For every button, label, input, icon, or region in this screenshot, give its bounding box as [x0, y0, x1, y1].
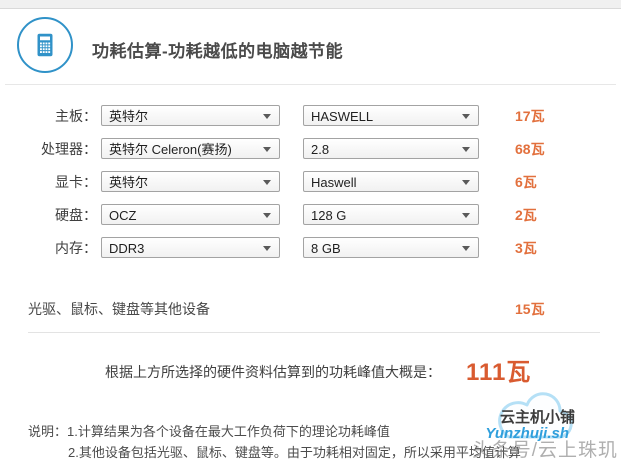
ram-capacity-select[interactable]: 8 GB [303, 237, 479, 258]
motherboard-watts: 17瓦 [515, 107, 545, 124]
dropdown-arrow-icon [462, 213, 470, 218]
gpu-label: 显卡： [55, 173, 97, 190]
dropdown-arrow-icon [462, 180, 470, 185]
ram-watts: 3瓦 [515, 239, 537, 256]
total-watts-value: 111瓦 [466, 359, 532, 386]
gpu-model-select[interactable]: Haswell [303, 171, 479, 192]
result-label: 根据上方所选择的硬件资料估算到的功耗峰值大概是： [105, 364, 441, 380]
motherboard-brand-select[interactable]: 英特尔 [101, 105, 280, 126]
hardware-form: 主板： 英特尔 HASWELL 17瓦 处理器： 英特尔 Celeron(赛扬)… [0, 105, 621, 270]
cpu-row: 处理器： 英特尔 Celeron(赛扬) 2.8 68瓦 [0, 138, 621, 159]
hdd-brand-value: OCZ [109, 208, 137, 223]
dropdown-arrow-icon [263, 114, 271, 119]
hdd-row: 硬盘： OCZ 128 G 2瓦 [0, 204, 621, 225]
note-line-1: 说明：1.计算结果为各个设备在最大工作负荷下的理论功耗峰值 [28, 424, 390, 439]
motherboard-model-value: HASWELL [311, 109, 374, 124]
hdd-capacity-select[interactable]: 128 G [303, 204, 479, 225]
note-line-2: 2.其他设备包括光驱、鼠标、键盘等。由于功耗相对固定，所以采用平均值计算 [68, 445, 521, 460]
gpu-brand-select[interactable]: 英特尔 [101, 171, 280, 192]
cpu-brand-value: 英特尔 Celeron(赛扬) [109, 142, 232, 157]
other-devices-watts: 15瓦 [515, 301, 545, 317]
hdd-capacity-value: 128 G [311, 208, 347, 223]
section-divider [28, 332, 600, 333]
calculator-icon [17, 17, 73, 73]
page-title: 功耗估算-功耗越低的电脑越节能 [92, 42, 344, 61]
motherboard-brand-value: 英特尔 [109, 109, 149, 124]
other-devices-row: 光驱、鼠标、键盘等其他设备 15瓦 [0, 299, 621, 317]
motherboard-label: 主板： [55, 107, 97, 124]
gpu-model-value: Haswell [311, 175, 357, 190]
gpu-brand-value: 英特尔 [109, 175, 149, 190]
ram-label: 内存： [55, 239, 97, 256]
dropdown-arrow-icon [263, 213, 271, 218]
ram-capacity-value: 8 GB [311, 241, 341, 256]
dropdown-arrow-icon [263, 180, 271, 185]
dropdown-arrow-icon [263, 246, 271, 251]
hdd-watts: 2瓦 [515, 206, 537, 223]
motherboard-model-select[interactable]: HASWELL [303, 105, 479, 126]
notes: 说明：1.计算结果为各个设备在最大工作负荷下的理论功耗峰值 2.其他设备包括光驱… [28, 421, 521, 463]
cpu-watts: 68瓦 [515, 140, 545, 157]
dropdown-arrow-icon [462, 147, 470, 152]
dropdown-arrow-icon [263, 147, 271, 152]
gpu-row: 显卡： 英特尔 Haswell 6瓦 [0, 171, 621, 192]
other-devices-label: 光驱、鼠标、键盘等其他设备 [28, 301, 210, 317]
ram-row: 内存： DDR3 8 GB 3瓦 [0, 237, 621, 258]
cpu-label: 处理器： [41, 140, 97, 157]
hdd-label: 硬盘： [55, 206, 97, 223]
cpu-brand-select[interactable]: 英特尔 Celeron(赛扬) [101, 138, 280, 159]
header-divider [5, 84, 616, 85]
top-bar [0, 0, 621, 9]
motherboard-row: 主板： 英特尔 HASWELL 17瓦 [0, 105, 621, 126]
ram-type-select[interactable]: DDR3 [101, 237, 280, 258]
gpu-watts: 6瓦 [515, 173, 537, 190]
ram-type-value: DDR3 [109, 241, 145, 256]
cpu-speed-select[interactable]: 2.8 [303, 138, 479, 159]
dropdown-arrow-icon [462, 246, 470, 251]
dropdown-arrow-icon [462, 114, 470, 119]
cpu-speed-value: 2.8 [311, 142, 330, 157]
hdd-brand-select[interactable]: OCZ [101, 204, 280, 225]
calculator-icon-glyph [37, 33, 53, 57]
